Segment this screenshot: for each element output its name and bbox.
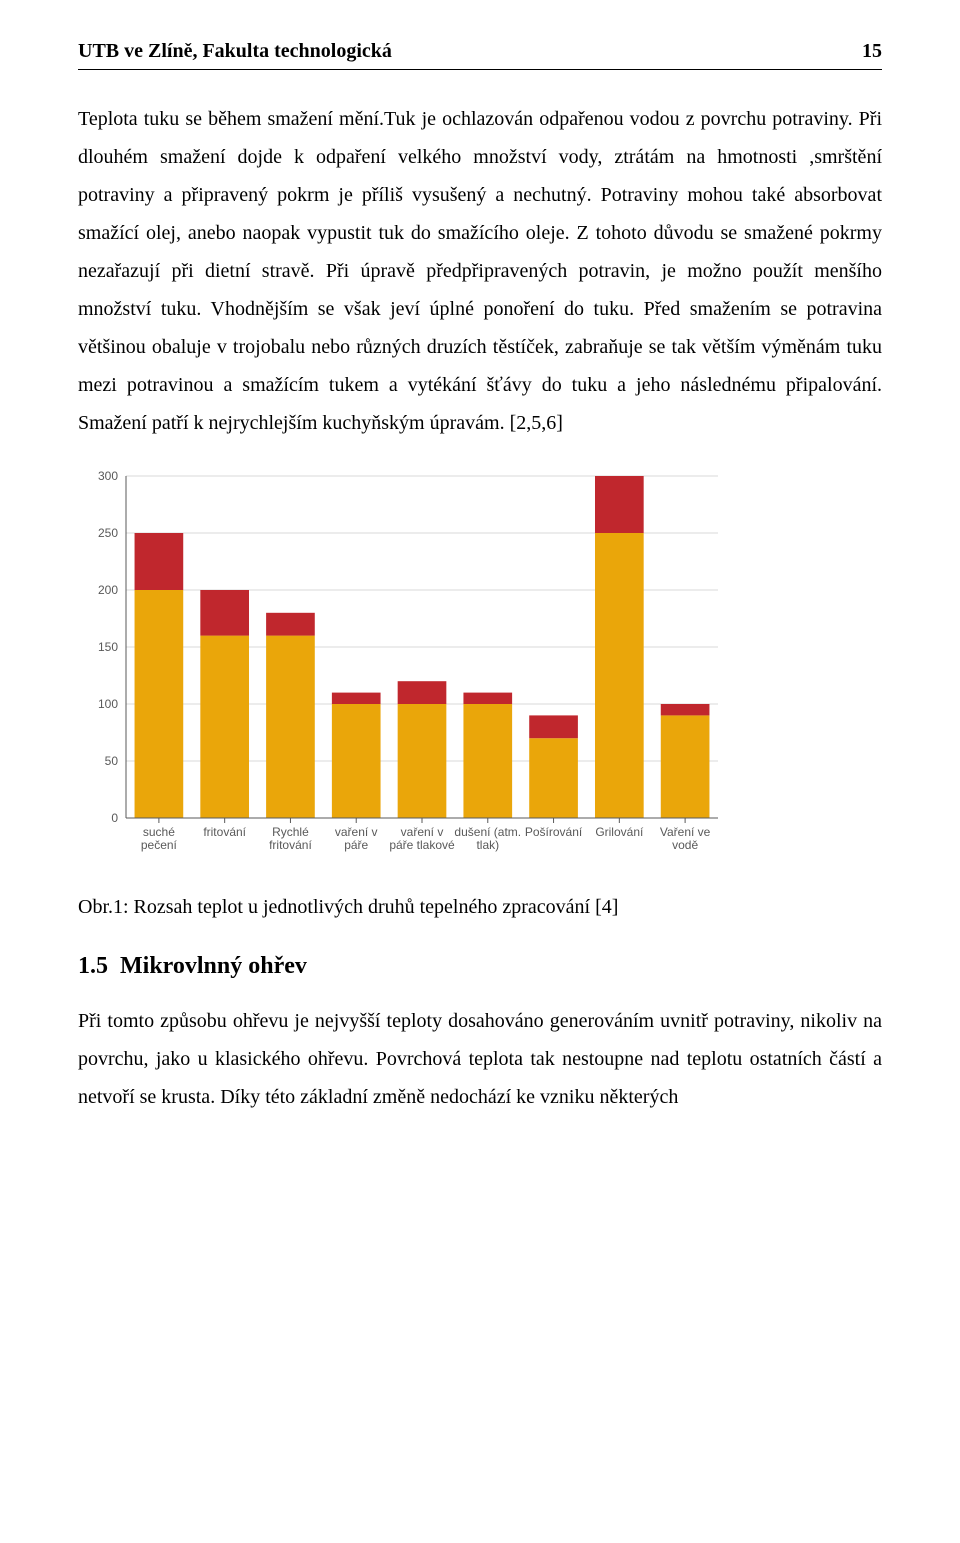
svg-text:dušení (atm.: dušení (atm. <box>454 825 521 839</box>
svg-text:vaření v: vaření v <box>401 825 444 839</box>
svg-text:300: 300 <box>98 469 118 483</box>
header-left: UTB ve Zlíně, Fakulta technologická <box>78 40 392 63</box>
svg-text:Grilování: Grilování <box>595 825 644 839</box>
svg-text:Vaření ve: Vaření ve <box>660 825 711 839</box>
svg-text:100: 100 <box>98 697 118 711</box>
figure-caption: Obr.1: Rozsah teplot u jednotlivých druh… <box>78 896 882 919</box>
section-heading: 1.5 Mikrovlnný ohřev <box>78 953 882 980</box>
paragraph-2: Při tomto způsobu ohřevu je nejvyšší tep… <box>78 1002 882 1116</box>
svg-text:200: 200 <box>98 583 118 597</box>
svg-text:fritování: fritování <box>269 838 312 852</box>
svg-text:páře tlakové: páře tlakové <box>389 838 455 852</box>
svg-text:tlak): tlak) <box>476 838 499 852</box>
svg-text:Pošírování: Pošírování <box>525 825 583 839</box>
paragraph-1: Teplota tuku se během smažení mění.Tuk j… <box>78 100 882 442</box>
header-rule <box>78 69 882 70</box>
svg-text:suché: suché <box>143 825 175 839</box>
svg-text:vodě: vodě <box>672 838 698 852</box>
section-title: Mikrovlnný ohřev <box>120 953 307 979</box>
section-number: 1.5 <box>78 953 108 979</box>
svg-text:250: 250 <box>98 526 118 540</box>
svg-text:páře: páře <box>344 838 368 852</box>
running-header: UTB ve Zlíně, Fakulta technologická 15 <box>78 40 882 63</box>
svg-text:150: 150 <box>98 640 118 654</box>
svg-text:pečení: pečení <box>141 838 178 852</box>
svg-text:vaření v: vaření v <box>335 825 378 839</box>
temperature-chart: 050100150200250300suchépečenífritováníRy… <box>78 466 882 878</box>
chart-svg: 050100150200250300suchépečenífritováníRy… <box>78 466 728 878</box>
svg-text:0: 0 <box>111 811 118 825</box>
page: UTB ve Zlíně, Fakulta technologická 15 T… <box>0 0 960 1180</box>
svg-text:50: 50 <box>105 754 119 768</box>
header-page-number: 15 <box>862 40 882 63</box>
svg-text:fritování: fritování <box>203 825 246 839</box>
svg-text:Rychlé: Rychlé <box>272 825 309 839</box>
